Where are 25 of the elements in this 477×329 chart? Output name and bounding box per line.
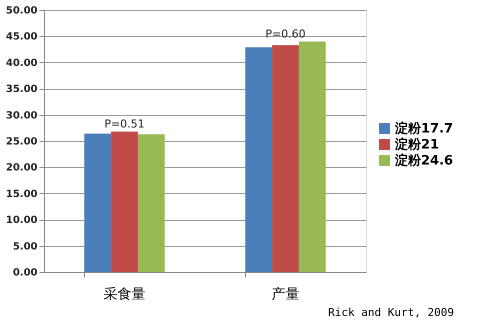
y-tick-label: 45.00 [6,32,38,43]
text: Rick and Kurt, 2009 [328,306,454,319]
bar [111,132,138,272]
y-tick-label: 20.00 [6,162,38,174]
x-tick-label: 采食量 [104,286,146,302]
y-tick-label: 25.00 [6,136,38,148]
bar [272,45,299,272]
y-tick-label: 35.00 [6,84,38,96]
legend-label: 淀粉17.7 [394,120,454,136]
y-tick-label: 40.00 [6,58,38,69]
bar [84,134,112,272]
bar [138,134,165,272]
y-tick-label: 10.00 [6,215,38,226]
annotation: P=0.60 [265,27,306,40]
legend-label: 淀粉21 [394,136,440,152]
annotation: P=0.51 [104,118,145,131]
y-tick-label: 5.00 [12,241,38,252]
y-tick-label: 0.00 [12,268,38,278]
y-tick-label: 15.00 [6,188,38,200]
y-tick-label: 30.00 [6,110,38,122]
bar [245,47,272,272]
x-tick-label: 产量 [272,286,300,302]
legend-label: 淀粉24.6 [394,152,454,168]
bar [298,41,326,272]
y-tick-label: 50.00 [6,6,38,16]
